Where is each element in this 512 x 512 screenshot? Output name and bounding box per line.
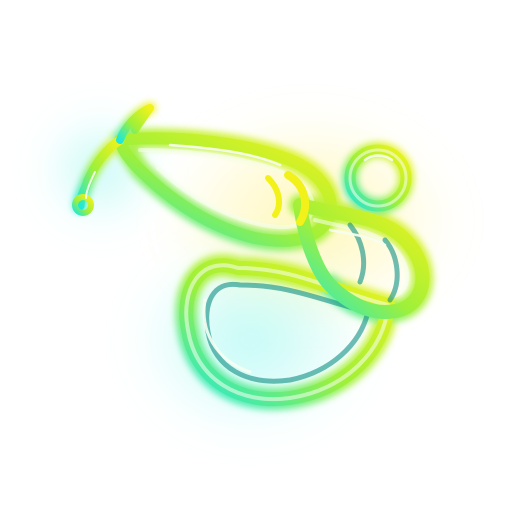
yoke-clip <box>284 171 310 226</box>
earpiece-tip <box>72 194 94 216</box>
yoke-clip-2 <box>265 175 283 218</box>
earpiece-hook <box>116 104 154 144</box>
lower-tube-inner-ring <box>204 281 371 384</box>
chest-piece <box>293 198 430 319</box>
